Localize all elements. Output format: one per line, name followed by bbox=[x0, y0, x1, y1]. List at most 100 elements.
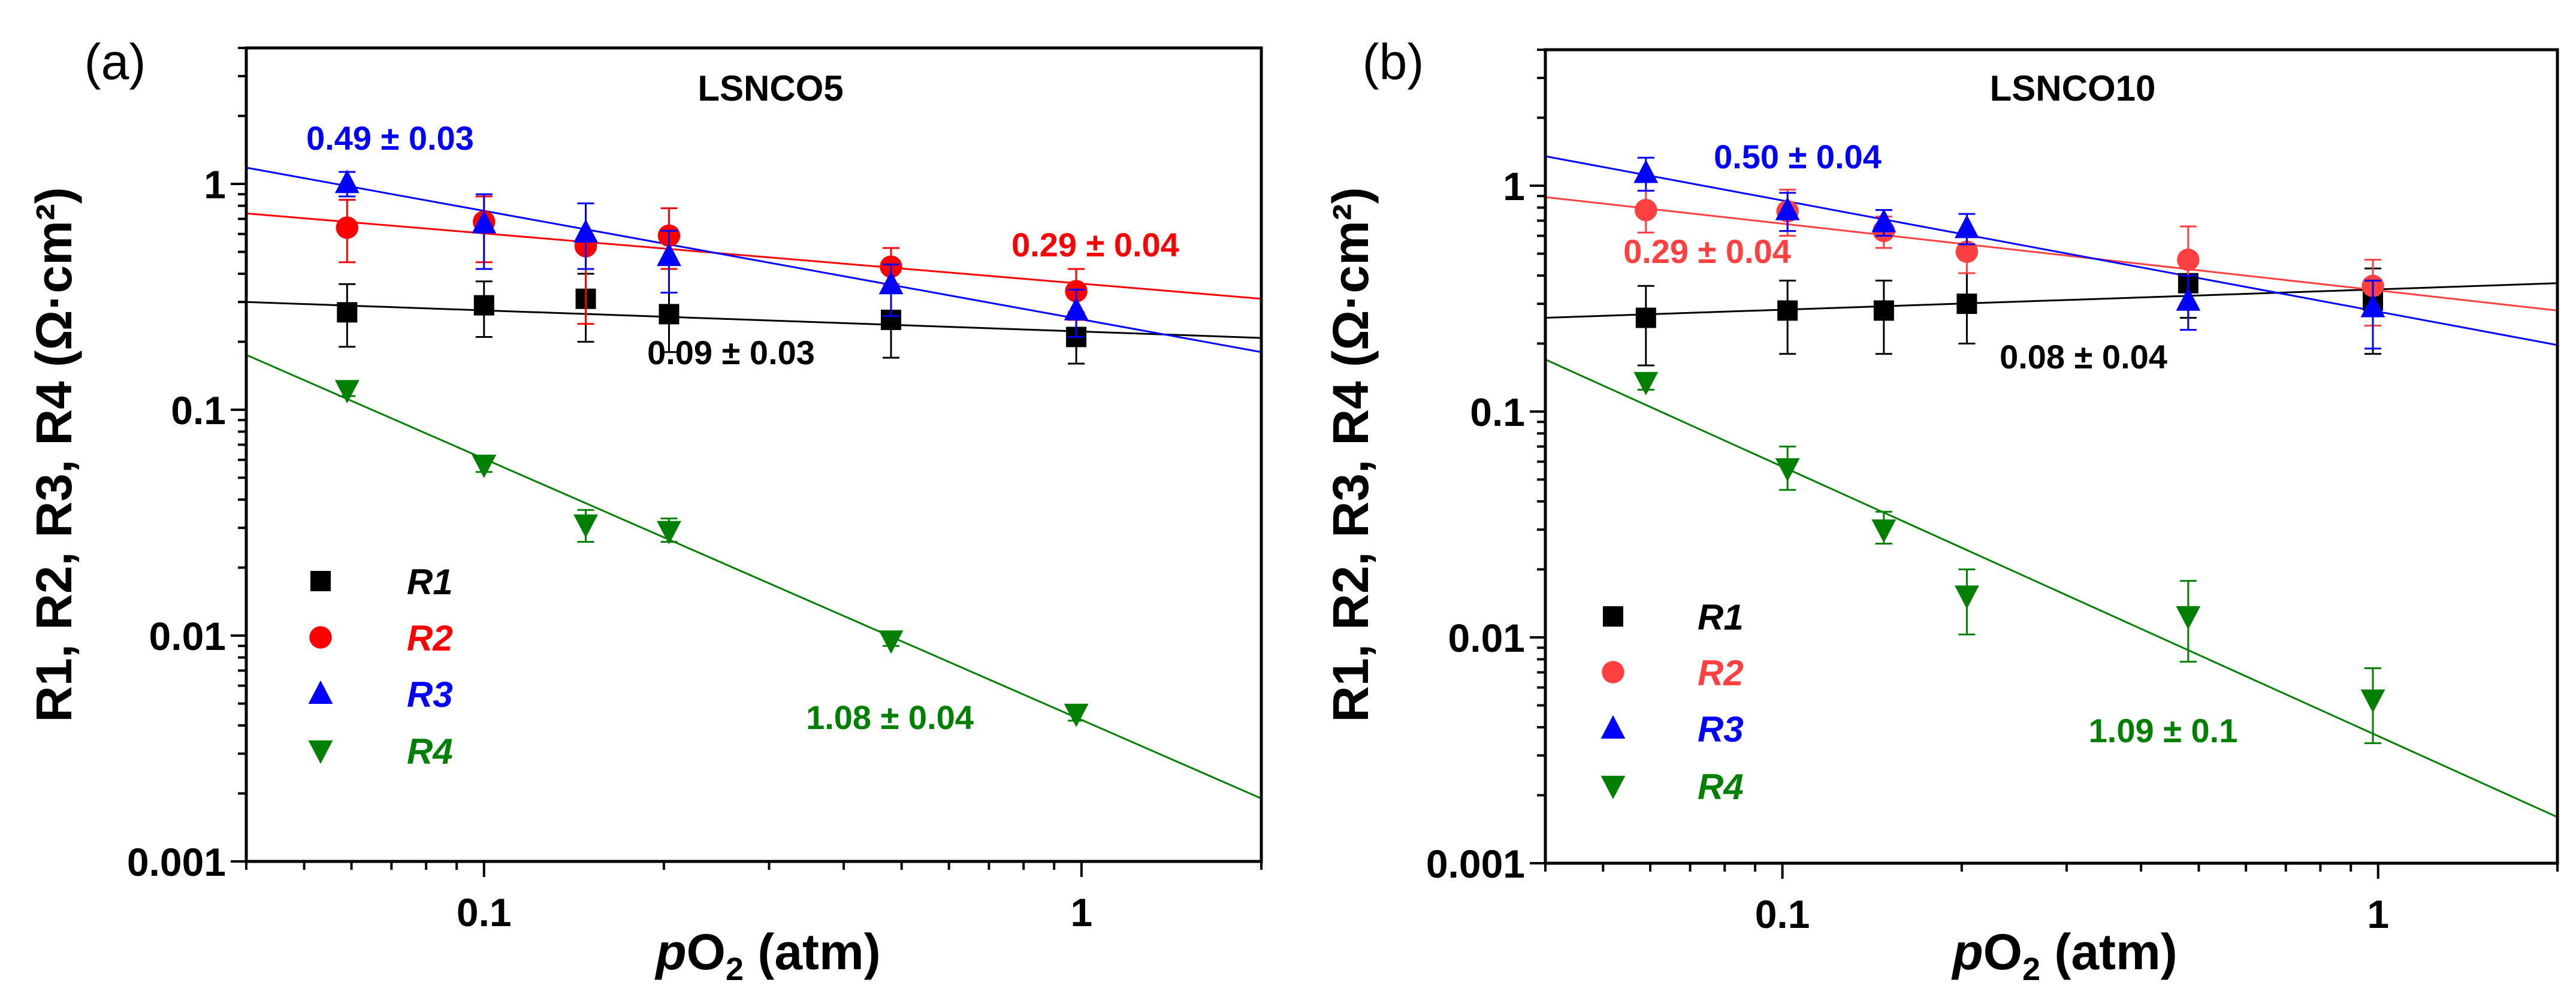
data-point-R4 bbox=[1871, 519, 1896, 543]
data-point-R3 bbox=[878, 271, 904, 295]
x-axis-label: pO2 (atm) bbox=[1951, 924, 2177, 987]
y-tick-label: 0.01 bbox=[1448, 616, 1525, 660]
fit-line-R3 bbox=[246, 167, 1261, 353]
data-point-R4 bbox=[573, 514, 598, 538]
y-axis-label: R1, R2, R3, R4 (Ω·cm²) bbox=[1322, 187, 1379, 722]
fit-line-R2 bbox=[1545, 196, 2557, 312]
y-tick-label: 0.1 bbox=[171, 388, 226, 433]
legend-marker-R3 bbox=[308, 680, 333, 704]
legend-marker-R4 bbox=[1600, 776, 1626, 800]
y-axis-label: R1, R2, R3, R4 (Ω·cm²) bbox=[26, 187, 82, 722]
data-point-R4 bbox=[2360, 689, 2385, 713]
data-point-R4 bbox=[1633, 371, 1659, 395]
series-R2 bbox=[246, 212, 1261, 300]
series-R3 bbox=[1545, 155, 2557, 346]
x-axis-label-main: O bbox=[687, 924, 726, 980]
fit-line-R3 bbox=[1545, 155, 2557, 346]
fit-line-R1 bbox=[1545, 282, 2557, 319]
data-point-R1 bbox=[659, 304, 680, 325]
series-points-R4 bbox=[1633, 371, 2385, 745]
legend-label-R2: R2 bbox=[407, 618, 453, 658]
data-point-R4 bbox=[1955, 585, 1979, 609]
x-axis-label-sub: 2 bbox=[726, 951, 744, 987]
chart-title: LSNCO10 bbox=[1990, 68, 2156, 108]
y-tick-label: 0.001 bbox=[127, 840, 226, 884]
slope-annotation-R3: 0.50 ± 0.04 bbox=[1714, 138, 1882, 176]
data-point-R3 bbox=[472, 210, 497, 234]
panel-label: (b) bbox=[1363, 34, 1424, 90]
series-R1 bbox=[246, 301, 1261, 339]
legend-marker-R4 bbox=[308, 740, 333, 764]
data-point-R4 bbox=[472, 455, 497, 479]
legend-label-R1: R1 bbox=[1698, 597, 1744, 637]
x-tick-label: 1 bbox=[2367, 892, 2389, 936]
data-point-R2 bbox=[1955, 240, 1979, 263]
legend-marker-R3 bbox=[1600, 715, 1626, 739]
data-point-R1 bbox=[337, 302, 358, 323]
x-tick-label: 0.1 bbox=[1755, 892, 1810, 936]
data-point-R1 bbox=[473, 295, 494, 316]
data-point-R2 bbox=[336, 216, 358, 239]
legend-marker-R2 bbox=[1602, 661, 1624, 684]
slope-annotation-R1: 0.08 ± 0.04 bbox=[2000, 338, 2167, 376]
legend-marker-R1 bbox=[310, 571, 331, 591]
series-R2 bbox=[1545, 196, 2557, 312]
slope-annotation-R2: 0.29 ± 0.04 bbox=[1011, 226, 1179, 264]
data-point-R3 bbox=[334, 170, 360, 193]
data-point-R3 bbox=[2360, 294, 2385, 317]
data-point-R1 bbox=[1956, 294, 1977, 314]
chart-panel-b: 0.001 0.01 0.1 1 0.1 1 0.08 ± 0.04 R1 0.29 ± 0.0… bbox=[1322, 34, 2559, 987]
y-tick-label: 0.1 bbox=[1470, 390, 1525, 434]
slope-annotation-R4: 1.09 ± 0.1 bbox=[2089, 712, 2238, 749]
panel-label: (a) bbox=[84, 34, 146, 90]
chart-panel-a: 0.001 0.01 0.1 1 0.1 1 0.09 ± 0.03 R1 0.29 ± 0.0… bbox=[26, 34, 1263, 987]
slope-annotation-R1: 0.09 ± 0.03 bbox=[647, 334, 815, 371]
data-point-R3 bbox=[1775, 196, 1800, 220]
data-point-R2 bbox=[2177, 248, 2200, 271]
legend-label-R4: R4 bbox=[1698, 767, 1744, 807]
data-point-R3 bbox=[1955, 214, 1979, 238]
legend-marker-R2 bbox=[309, 626, 332, 649]
slope-annotation-R2: 0.29 ± 0.04 bbox=[1623, 232, 1791, 270]
data-point-R4 bbox=[334, 380, 360, 404]
y-tick-label: 1 bbox=[1503, 164, 1525, 208]
y-tick-label: 0.001 bbox=[1426, 842, 1525, 886]
data-point-R3 bbox=[1064, 297, 1089, 320]
fit-line-R4 bbox=[1545, 358, 2557, 818]
plot-frame bbox=[244, 46, 1263, 863]
data-point-R3 bbox=[1871, 208, 1896, 232]
x-axis-label-main: O bbox=[1983, 924, 2022, 980]
x-axis-label: pO2 (atm) bbox=[654, 924, 880, 987]
x-tick-label: 1 bbox=[1070, 890, 1092, 935]
series-R4 bbox=[246, 353, 1261, 800]
data-point-R1 bbox=[1777, 300, 1798, 321]
legend-label-R3: R3 bbox=[407, 675, 453, 715]
plot-frame bbox=[1544, 48, 2559, 865]
data-point-R4 bbox=[1064, 703, 1089, 727]
x-axis-label-tail: (atm) bbox=[2040, 924, 2178, 980]
series-R3 bbox=[246, 167, 1261, 353]
x-tick-label: 0.1 bbox=[457, 890, 512, 935]
x-axis-label-italic: p bbox=[1951, 924, 1983, 980]
chart-title: LSNCO5 bbox=[697, 68, 843, 108]
legend-label-R3: R3 bbox=[1698, 709, 1744, 749]
legend-label-R1: R1 bbox=[407, 562, 453, 602]
data-point-R4 bbox=[657, 521, 681, 545]
x-axis-label-sub: 2 bbox=[2022, 951, 2040, 987]
data-point-R4 bbox=[878, 630, 904, 654]
data-point-R1 bbox=[1635, 307, 1656, 328]
data-point-R2 bbox=[1635, 198, 1657, 222]
data-point-R3 bbox=[1633, 159, 1659, 183]
x-axis-label-italic: p bbox=[654, 924, 686, 980]
legend-marker-R1 bbox=[1603, 606, 1623, 627]
series-R4 bbox=[1545, 358, 2557, 818]
data-point-R4 bbox=[1775, 458, 1800, 482]
fit-line-R4 bbox=[246, 353, 1261, 800]
slope-annotation-R3: 0.49 ± 0.03 bbox=[306, 119, 474, 157]
data-point-R1 bbox=[1873, 300, 1894, 321]
series-R1 bbox=[1545, 282, 2557, 319]
x-axis-label-tail: (atm) bbox=[744, 924, 881, 980]
data-point-R4 bbox=[2176, 606, 2201, 630]
